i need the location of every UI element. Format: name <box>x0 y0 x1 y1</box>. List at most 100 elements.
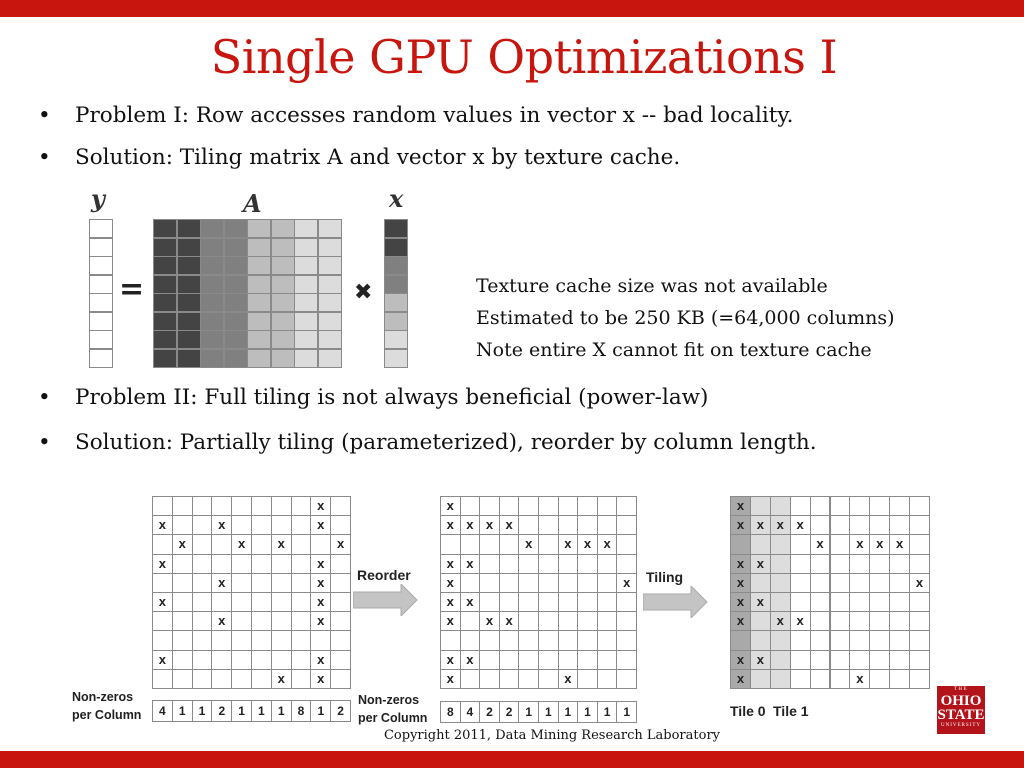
grid-cell: x <box>211 515 233 536</box>
grid-cell <box>310 630 332 651</box>
matrix-a-cell <box>176 274 201 294</box>
grid-cell <box>330 611 351 632</box>
nonzero-count-cell: 1 <box>518 701 539 723</box>
grid-cell <box>789 534 811 555</box>
grid-cell <box>869 572 891 593</box>
grid-cell <box>231 630 252 651</box>
top-accent-bar <box>0 0 1024 17</box>
nonzero-count: 1 <box>584 705 591 719</box>
grid-cell <box>479 496 500 517</box>
nonzero-mark: x <box>736 574 745 590</box>
nonzero-count: 1 <box>317 704 325 718</box>
grid-cell: x <box>440 496 461 517</box>
matrix-a-cell <box>223 348 248 368</box>
nonzero-count: 2 <box>337 704 344 718</box>
grid-cell <box>152 668 173 689</box>
bullet-marker: • <box>38 430 51 455</box>
vector-x-cell <box>384 348 408 368</box>
grid-cell <box>290 534 312 555</box>
matrix-a-cell <box>294 311 318 331</box>
grid-cell <box>498 668 520 689</box>
grid-cell <box>849 649 871 670</box>
matrix-a-cell <box>223 311 248 331</box>
grid-cell <box>789 630 811 651</box>
matrix-a-cell <box>317 330 342 349</box>
grid-cell <box>809 592 831 613</box>
grid-cell <box>809 496 831 517</box>
grid-cell <box>596 668 618 689</box>
grid-cell <box>829 630 851 651</box>
grid-cell <box>479 649 500 670</box>
nonzero-count-cell: 2 <box>479 701 500 723</box>
nonzero-mark: x <box>776 613 784 629</box>
grid-cell <box>577 630 598 651</box>
vector-y-label: y <box>91 184 105 213</box>
matrix-a-cell <box>294 219 318 238</box>
grid-cell: x <box>440 592 461 613</box>
grid-cell: x <box>577 534 598 555</box>
nonzero-count: 1 <box>564 705 572 719</box>
nonzero-count: 2 <box>505 705 513 719</box>
grid-cell: x <box>171 534 193 555</box>
matrix-a-cell <box>223 274 248 294</box>
grid-cell <box>829 496 851 517</box>
grid-cell <box>191 553 213 574</box>
nonzero-mark: x <box>816 536 824 552</box>
grid-cell <box>518 515 539 536</box>
nonzero-count: 2 <box>486 705 493 719</box>
matrix-a-cell <box>176 293 201 312</box>
matrix-a-cell <box>247 348 271 368</box>
grid-cell <box>152 572 173 593</box>
grid-cell <box>829 668 851 689</box>
grid-cell <box>251 630 272 651</box>
matrix-a-cell <box>200 330 224 349</box>
grid-cell: x <box>749 515 771 536</box>
label-line: per Column <box>72 708 142 722</box>
grid-cell: x <box>809 534 831 555</box>
grid-cell <box>171 515 193 536</box>
grid-cell: x <box>730 611 751 632</box>
nonzero-mark: x <box>446 517 454 533</box>
matrix-a-cell <box>153 311 177 331</box>
grid-cell: x <box>310 668 332 689</box>
grid-cell <box>538 611 559 632</box>
grid-cell <box>849 553 871 574</box>
matrix-a-cell <box>270 348 295 368</box>
nonzero-count: 1 <box>277 704 285 718</box>
matrix-a-cell <box>294 256 318 275</box>
grid-cell <box>849 630 871 651</box>
nonzero-count-cell: 4 <box>459 701 481 723</box>
matrix-a-cell <box>270 237 295 257</box>
matrix-a-cell <box>223 256 248 275</box>
grid-cell: x <box>730 496 751 517</box>
grid-cell: x <box>440 572 461 593</box>
grid-cell <box>479 534 500 555</box>
grid-cell <box>290 649 312 670</box>
grid-cell <box>769 496 791 517</box>
nonzero-mark: x <box>856 536 864 552</box>
grid-cell: x <box>459 515 481 536</box>
nonzero-mark: x <box>915 574 924 590</box>
grid-cell <box>251 553 272 574</box>
vector-x-cell <box>384 311 408 331</box>
grid-cell <box>596 572 618 593</box>
grid-cell <box>231 611 252 632</box>
matrix-a-cell <box>200 219 224 238</box>
grid-cell <box>191 592 213 613</box>
grid-cell <box>869 611 891 632</box>
grid-cell: x <box>479 611 500 632</box>
grid-cell <box>211 553 233 574</box>
grid-cell <box>869 630 891 651</box>
matrix-a-cell <box>317 274 342 294</box>
nonzero-mark: x <box>446 498 454 513</box>
nonzeros-label-original: Non-zeros per Column <box>72 688 141 724</box>
grid-cell: x <box>152 553 173 574</box>
matrix-a-cell <box>176 237 201 257</box>
grid-cell <box>849 592 871 613</box>
texture-cache-note: Texture cache size was not available Est… <box>476 270 894 366</box>
grid-cell <box>909 534 930 555</box>
nonzero-count: 1 <box>603 705 611 719</box>
nonzero-count: 4 <box>466 705 474 719</box>
grid-cell: x <box>440 611 461 632</box>
grid-cell: x <box>849 534 871 555</box>
